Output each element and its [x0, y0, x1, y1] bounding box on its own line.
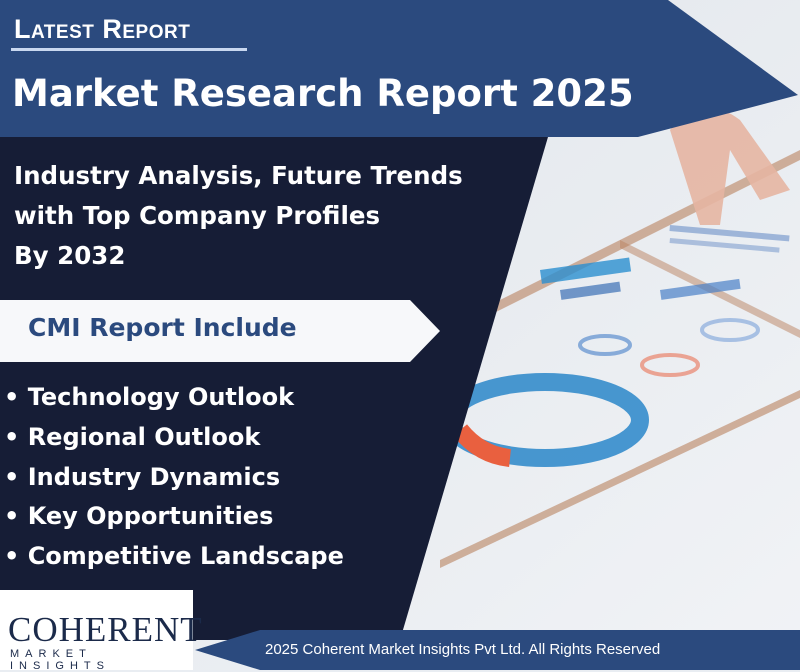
- includes-heading: CMI Report Include: [28, 313, 297, 342]
- cmi-heading-arrow: [0, 300, 440, 362]
- subtitle-line: By 2032: [14, 241, 126, 270]
- footer-banner: [195, 630, 800, 670]
- logo-wordmark: COHERENT: [8, 610, 203, 649]
- subtitle-line: with Top Company Profiles: [14, 201, 381, 230]
- latest-report-underline: [11, 48, 247, 51]
- subtitle-line: Industry Analysis, Future Trends: [14, 161, 463, 190]
- dark-panel: [0, 137, 548, 640]
- include-item: • Industry Dynamics: [4, 463, 281, 491]
- latest-report-label: Latest Report: [14, 14, 191, 44]
- page-title: Market Research Report 2025: [12, 72, 634, 115]
- include-item: • Regional Outlook: [4, 423, 261, 451]
- include-item: • Key Opportunities: [4, 502, 274, 530]
- include-item: • Technology Outlook: [4, 383, 295, 411]
- copyright-text: 2025 Coherent Market Insights Pvt Ltd. A…: [265, 641, 661, 658]
- company-logo: COHERENT MARKET INSIGHTS: [0, 590, 202, 672]
- include-item: • Competitive Landscape: [4, 542, 344, 570]
- header-banner: [0, 0, 798, 137]
- logo-tagline: MARKET INSIGHTS: [10, 648, 110, 672]
